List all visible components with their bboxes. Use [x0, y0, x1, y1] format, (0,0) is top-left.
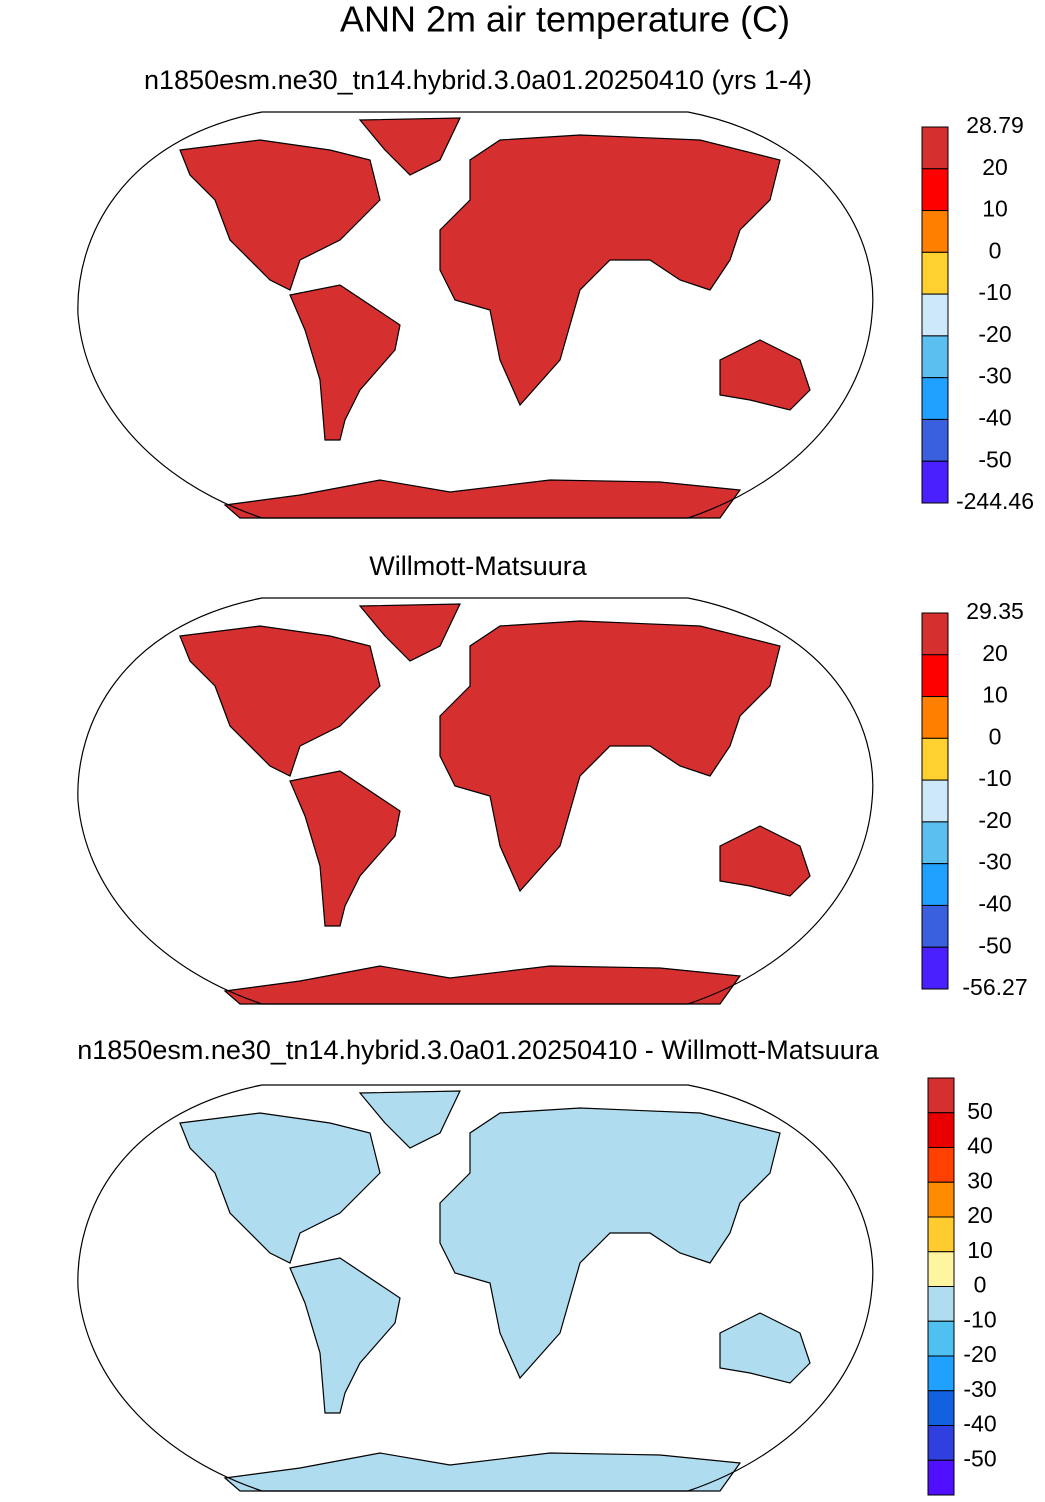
colorbar-box	[927, 1320, 955, 1357]
colorbar-label: 10	[967, 1237, 993, 1263]
colorbar-label: -50	[978, 446, 1011, 472]
colorbar-box	[921, 377, 949, 420]
colorbar-label: 30	[967, 1167, 993, 1193]
panel-title: Willmott-Matsuura	[369, 551, 588, 581]
colorbar-label: 10	[982, 682, 1008, 708]
colorbar-box	[921, 168, 949, 212]
colorbar-box	[921, 863, 949, 906]
colorbar-box	[927, 1181, 955, 1218]
colorbar-box	[927, 1459, 955, 1496]
colorbar-label: -40	[963, 1411, 996, 1437]
panel-title: n1850esm.ne30_tn14.hybrid.3.0a01.2025041…	[144, 65, 812, 95]
colorbar-label: 20	[982, 640, 1008, 666]
colorbar-box	[927, 1077, 955, 1114]
colorbar-box	[921, 293, 949, 337]
colorbar-label: 20	[967, 1202, 993, 1228]
colorbar-label: 0	[989, 237, 1002, 263]
colorbar-box	[921, 696, 949, 739]
colorbar-box	[927, 1286, 955, 1322]
colorbar-label: 0	[974, 1272, 987, 1298]
colorbar-label: -40	[978, 891, 1011, 917]
colorbar-label: -56.27	[962, 974, 1027, 1000]
colorbar-label: 29.35	[966, 598, 1024, 624]
colorbar-label: -50	[963, 1445, 996, 1471]
colorbar-box	[921, 251, 949, 295]
colorbar-box	[921, 335, 949, 379]
colorbar-label: -40	[978, 405, 1011, 431]
colorbar-label: 0	[989, 723, 1002, 749]
colorbar-label: -20	[978, 807, 1011, 833]
colorbar-label: -244.46	[956, 488, 1034, 514]
colorbar-box	[921, 904, 949, 948]
colorbar-label: -20	[963, 1341, 996, 1367]
colorbar-box	[921, 612, 949, 656]
colorbar-box	[927, 1425, 955, 1461]
map	[60, 100, 910, 520]
colorbar-label: -10	[963, 1306, 996, 1332]
colorbar-box	[927, 1147, 955, 1183]
colorbar-label: 50	[967, 1098, 993, 1124]
map	[60, 586, 910, 1006]
map	[77, 1084, 874, 1493]
colorbar-box	[921, 210, 949, 253]
colorbar-box	[921, 418, 949, 462]
colorbar-label: -30	[978, 363, 1011, 389]
colorbar-label: 10	[982, 196, 1008, 222]
colorbar-box	[921, 779, 949, 823]
colorbar-label: -20	[978, 321, 1011, 347]
colorbar-box	[927, 1216, 955, 1253]
colorbar-label: -10	[978, 765, 1011, 791]
colorbar-box	[927, 1355, 955, 1392]
colorbar-box	[921, 460, 949, 504]
panel-title: n1850esm.ne30_tn14.hybrid.3.0a01.2025041…	[77, 1035, 879, 1065]
colorbar-box	[921, 821, 949, 865]
colorbar-label: 40	[967, 1133, 993, 1159]
colorbar-label: -10	[978, 279, 1011, 305]
colorbar-box	[921, 946, 949, 990]
colorbar-box	[927, 1112, 955, 1148]
colorbar-box	[927, 1251, 955, 1287]
colorbar-label: 20	[982, 154, 1008, 180]
figure-title: ANN 2m air temperature (C)	[340, 0, 790, 40]
colorbar-label: -30	[978, 849, 1011, 875]
colorbar-label: -50	[978, 932, 1011, 958]
colorbar-label: 28.79	[966, 112, 1024, 138]
colorbar-box	[927, 1390, 955, 1426]
colorbar-label: -30	[963, 1376, 996, 1402]
colorbar-box	[921, 737, 949, 781]
colorbar-box	[921, 126, 949, 170]
colorbar-box	[921, 654, 949, 698]
